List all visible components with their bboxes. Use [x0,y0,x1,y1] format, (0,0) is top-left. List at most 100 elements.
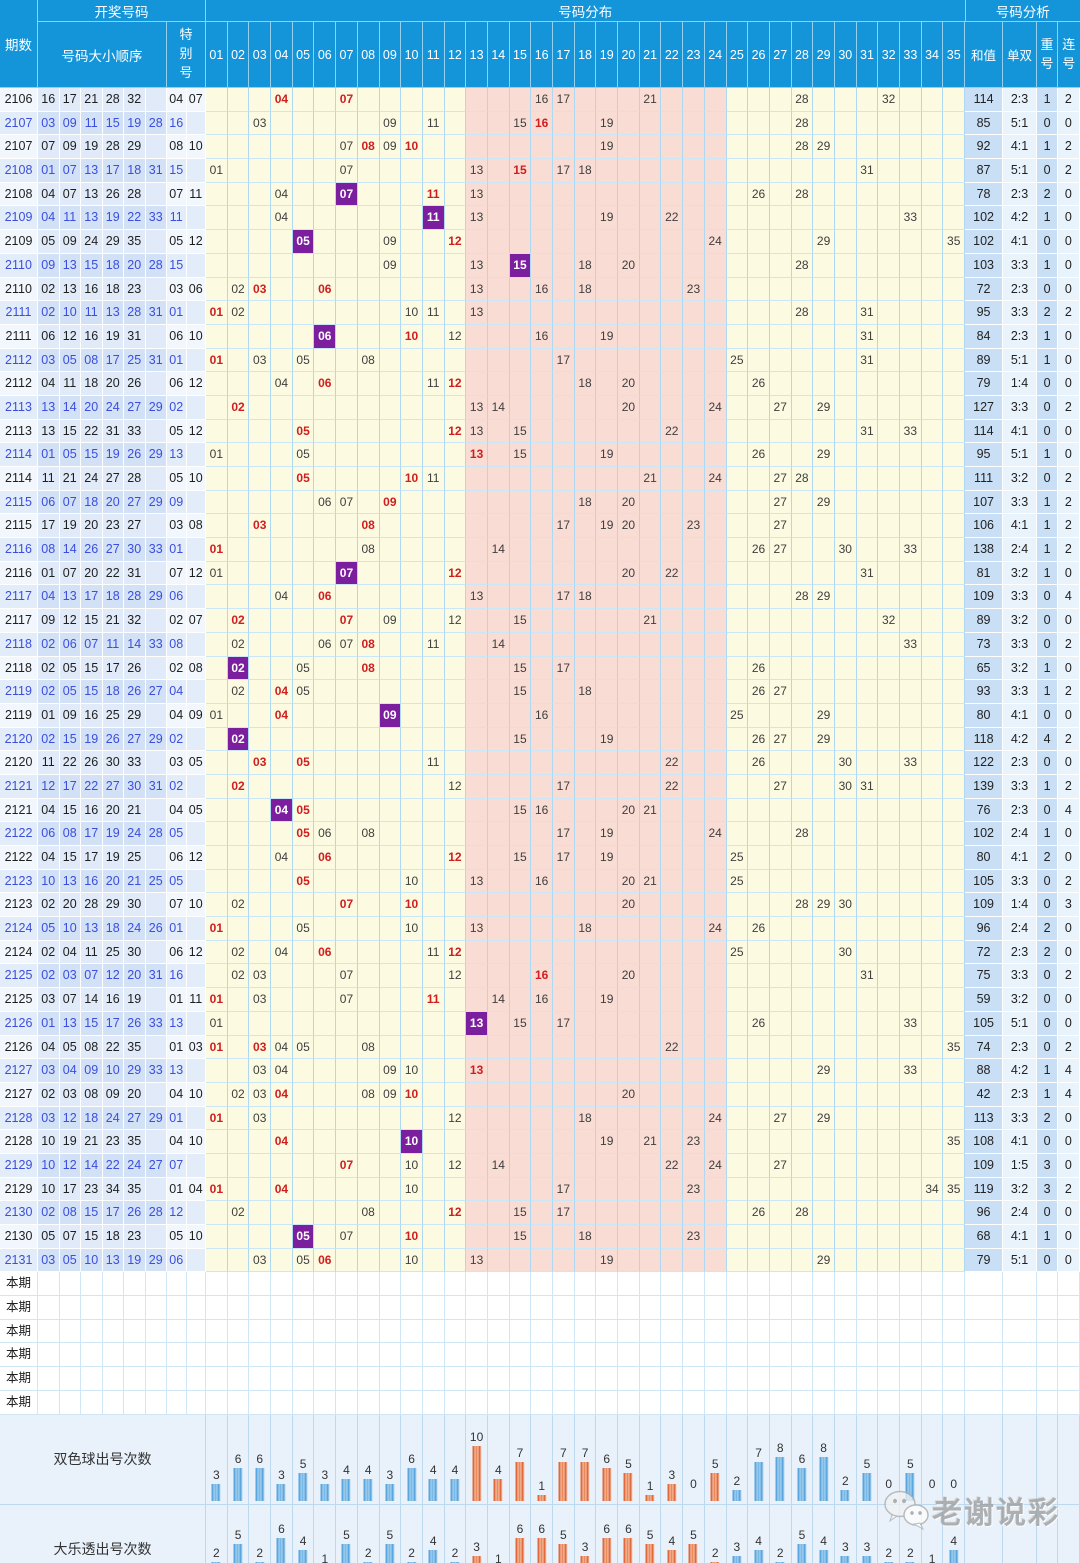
number-cell: 09 [59,111,81,136]
dist-cell [683,1011,705,1036]
dist-cell [531,1319,553,1344]
dist-cell: 01 [206,443,228,467]
sum-cell: 80 [965,703,1004,728]
dist-cell: 03 [249,964,272,989]
number-cell: 14 [81,988,103,1012]
dist-cell [921,419,944,444]
dist-cell [748,135,770,160]
repeat-cell [1037,1390,1059,1415]
dist-cell [444,301,467,325]
special-cell [186,395,206,420]
dist-cell: 02 [227,893,250,918]
dist-cell [943,846,966,870]
dist-cell [509,467,532,491]
frequency-bar-cell: 6 [596,1414,619,1505]
dist-cell [336,348,358,373]
dist-cell [444,206,467,231]
dist-cell [466,632,488,657]
dist-cell [336,1177,358,1202]
dist-cell [769,111,792,136]
dist-cell [834,869,857,894]
header-dist-col: 15 [509,22,532,88]
dist-cell [444,135,467,160]
dist-cell [639,822,662,846]
dist-cell [422,1011,445,1036]
dist-cell [813,253,835,278]
dist-cell [357,182,380,207]
frequency-bar-cell: 4 [336,1414,358,1505]
number-cell: 05 [59,656,81,681]
dist-cell [357,561,380,586]
dist-cell [878,467,900,491]
number-cell: 29 [145,1106,167,1131]
number-cell [59,1343,81,1368]
period-cell: 2109 [0,230,38,254]
number-cell: 27 [124,514,146,539]
dist-cell [509,1248,532,1273]
dist-cell [227,1225,250,1249]
dist-cell [379,159,402,183]
dist-cell [921,1272,944,1297]
dist-cell [466,988,488,1012]
dist-cell [856,135,879,160]
dist-cell [900,159,922,183]
dist-cell [748,395,770,420]
dist-cell: 03 [249,348,272,373]
dist-cell [813,1343,835,1368]
dist-cell [379,443,402,467]
dist-cell [487,135,510,160]
dist-cell [639,277,662,302]
dist-cell: 06 [314,846,337,870]
dist-cell [314,206,337,231]
dist-cell [900,680,922,704]
dist-cell: 05 [292,798,315,823]
data-row: 2126 04 05 08 22 35 01 03 01 03 04 05 08 22 35 74 2:3 0 2 [0,1035,1080,1060]
dist-cell [748,1225,770,1249]
dist-cell [661,846,684,870]
dist-cell [357,727,380,752]
dist-cell [900,301,922,325]
repeat-cell: 0 [1037,372,1059,396]
consecutive-cell: 2 [1058,538,1080,562]
number-cell: 29 [102,893,124,918]
dist-cell [487,206,510,231]
dist-cell: 19 [596,1248,619,1273]
repeat-cell [1037,1296,1059,1320]
data-row: 2128 10 19 21 23 35 04 10 04 10 19 21 23 35 108 4:1 0 0 [0,1130,1080,1154]
dist-cell [878,1130,900,1154]
number-cell [38,1296,60,1320]
frequency-bar-cell: 3 [314,1414,337,1505]
number-cell [102,1272,124,1297]
frequency-bar [450,1478,460,1501]
dist-cell [791,1343,814,1368]
number-cell: 27 [124,395,146,420]
dist-cell: 16 [531,798,553,823]
dist-cell [271,1225,293,1249]
dist-cell [509,182,532,207]
dist-cell [249,917,272,941]
frequency-bar [276,1537,286,1563]
dist-cell [553,940,575,965]
dist-cell [661,348,684,373]
dist-cell: 12 [444,846,467,870]
dist-cell [574,182,597,207]
dist-cell [314,703,337,728]
frequency-value: 3 [841,1539,849,1554]
repeat-cell: 1 [1037,253,1059,278]
dist-cell [943,1225,966,1249]
dist-cell [748,940,770,965]
dist-cell [553,988,575,1012]
dist-cell [444,1011,467,1036]
dist-cell [271,988,293,1012]
number-cell: 03 [59,964,81,989]
dist-cell [704,656,727,681]
dist-cell [292,277,315,302]
dist-cell [813,1153,835,1178]
number-cell [38,1319,60,1344]
dist-cell [422,703,445,728]
dist-cell [422,1153,445,1178]
frequency-bar [667,1549,677,1563]
dist-cell [357,1296,380,1320]
number-cell: 20 [81,561,103,586]
